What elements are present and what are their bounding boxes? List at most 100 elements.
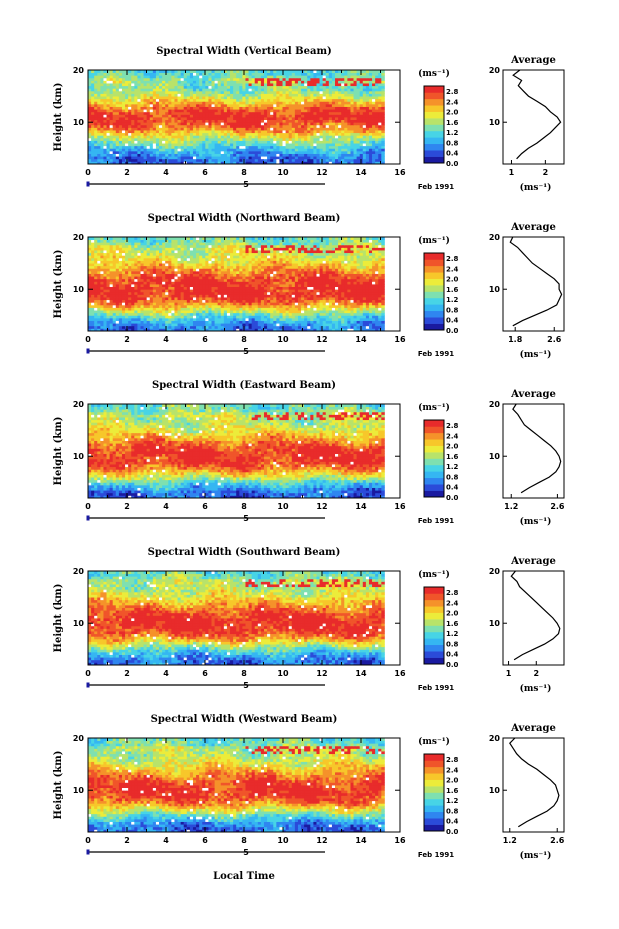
heatmap-cell bbox=[189, 101, 194, 105]
heatmap-cell bbox=[248, 291, 253, 295]
heatmap-cell bbox=[294, 127, 299, 131]
heatmap-cell bbox=[239, 153, 243, 157]
heatmap-cell bbox=[248, 132, 253, 136]
heatmap-cell bbox=[381, 148, 385, 152]
heatmap-cell bbox=[230, 132, 234, 136]
heatmap-cell bbox=[149, 153, 154, 157]
heatmap-cell bbox=[251, 83, 256, 87]
heatmap-cell bbox=[335, 310, 339, 314]
heatmap-cell bbox=[140, 103, 144, 107]
heatmap-cell bbox=[331, 132, 336, 136]
heatmap-cell bbox=[196, 299, 200, 303]
heatmap-cell bbox=[248, 307, 253, 311]
heatmap-cell bbox=[248, 143, 253, 147]
heatmap-cell bbox=[211, 150, 215, 154]
heatmap-cell bbox=[91, 135, 95, 139]
heatmap-cell bbox=[103, 161, 107, 165]
heatmap-cell bbox=[118, 307, 123, 311]
heatmap-cell bbox=[313, 117, 317, 121]
heatmap-cell bbox=[143, 124, 148, 128]
heatmap-cell bbox=[301, 114, 305, 118]
heatmap-cell bbox=[381, 70, 385, 74]
heatmap-cell bbox=[183, 150, 188, 154]
heatmap-cell bbox=[230, 85, 234, 89]
heatmap-cell bbox=[322, 111, 327, 115]
heatmap-cell bbox=[276, 77, 280, 81]
heatmap-cell bbox=[186, 83, 191, 87]
heatmap-cell bbox=[325, 158, 330, 162]
heatmap-cell bbox=[202, 122, 206, 126]
heatmap-cell bbox=[353, 80, 358, 84]
heatmap-cell bbox=[162, 307, 166, 311]
heatmap-cell bbox=[137, 299, 141, 303]
heatmap-cell bbox=[134, 325, 138, 329]
heatmap-cell bbox=[254, 294, 259, 298]
heatmap-cell bbox=[230, 294, 234, 298]
heatmap-cell bbox=[347, 77, 351, 81]
heatmap-cell bbox=[331, 320, 336, 324]
heatmap-cell bbox=[100, 72, 104, 76]
heatmap-cell bbox=[88, 75, 92, 79]
heatmap-cell bbox=[226, 150, 231, 154]
heatmap-cell bbox=[310, 302, 314, 306]
heatmap-cell bbox=[239, 117, 243, 121]
heatmap-cell bbox=[205, 90, 209, 94]
heatmap-cell bbox=[316, 153, 320, 157]
heatmap-cell bbox=[347, 75, 351, 79]
heatmap-cell bbox=[350, 297, 354, 301]
heatmap-cell bbox=[236, 109, 240, 113]
heatmap-cell bbox=[134, 111, 138, 115]
heatmap-cell bbox=[375, 98, 379, 102]
heatmap-cell bbox=[171, 111, 175, 115]
heatmap-cell bbox=[165, 304, 169, 308]
heatmap-cell bbox=[205, 98, 209, 102]
heatmap-cell bbox=[202, 103, 206, 107]
heatmap-cell bbox=[140, 315, 144, 319]
heatmap-cell bbox=[186, 310, 191, 314]
heatmap-cell bbox=[307, 137, 311, 141]
heatmap-cell bbox=[137, 294, 141, 298]
heatmap-cell bbox=[285, 325, 290, 329]
heatmap-cell bbox=[94, 124, 98, 128]
heatmap-cell bbox=[368, 294, 373, 298]
heatmap-cell bbox=[359, 323, 364, 327]
heatmap-cell bbox=[91, 130, 95, 134]
heatmap-cell bbox=[165, 156, 169, 160]
heatmap-cell bbox=[174, 304, 178, 308]
heatmap-cell bbox=[285, 119, 290, 123]
heatmap-cell bbox=[291, 75, 296, 79]
heatmap-cell bbox=[211, 140, 215, 144]
heatmap-cell bbox=[202, 80, 206, 84]
heatmap-cell bbox=[310, 127, 314, 131]
heatmap-cell bbox=[137, 130, 141, 134]
heatmap-cell bbox=[217, 317, 222, 321]
heatmap-cell bbox=[109, 323, 114, 327]
heatmap-cell bbox=[368, 310, 373, 314]
heatmap-cell bbox=[97, 289, 101, 293]
heatmap-cell bbox=[88, 127, 92, 131]
heatmap-cell bbox=[155, 299, 160, 303]
heatmap-cell bbox=[353, 83, 358, 87]
heatmap-cell bbox=[137, 77, 141, 81]
heatmap-cell bbox=[301, 297, 305, 301]
heatmap-cell bbox=[359, 85, 364, 89]
heatmap-cell bbox=[149, 124, 154, 128]
heatmap-cell bbox=[106, 132, 111, 136]
heatmap-cell bbox=[338, 307, 342, 311]
heatmap-cell bbox=[254, 302, 259, 306]
heatmap-cell bbox=[335, 111, 339, 115]
heatmap-cell bbox=[125, 98, 129, 102]
heatmap-cell bbox=[208, 122, 212, 126]
heatmap-cell bbox=[350, 96, 354, 100]
heatmap-cell bbox=[137, 85, 141, 89]
heatmap-cell bbox=[226, 317, 231, 321]
heatmap-cell bbox=[353, 291, 358, 295]
average-frame bbox=[502, 69, 565, 165]
heatmap-cell bbox=[220, 328, 225, 332]
heatmap-cell bbox=[128, 291, 132, 295]
heatmap-cell bbox=[372, 328, 376, 332]
heatmap-cell bbox=[242, 101, 246, 105]
heatmap-cell bbox=[335, 320, 339, 324]
heatmap-cell bbox=[174, 143, 178, 147]
heatmap-cell bbox=[128, 124, 132, 128]
